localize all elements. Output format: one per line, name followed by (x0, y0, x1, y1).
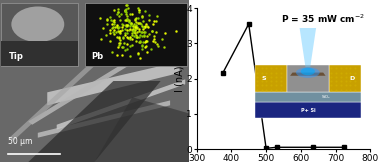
Polygon shape (94, 97, 189, 162)
Text: 50 μm: 50 μm (8, 137, 32, 146)
Polygon shape (38, 100, 170, 138)
Text: P = 35 mW cm$^{-2}$: P = 35 mW cm$^{-2}$ (281, 12, 365, 25)
Text: Pb: Pb (91, 52, 104, 61)
Text: Tip: Tip (8, 52, 23, 61)
Polygon shape (47, 62, 180, 105)
Polygon shape (9, 24, 136, 141)
FancyBboxPatch shape (85, 3, 187, 66)
Polygon shape (28, 81, 161, 162)
Polygon shape (1, 40, 79, 66)
FancyBboxPatch shape (0, 0, 189, 162)
Polygon shape (28, 40, 164, 125)
Polygon shape (57, 79, 185, 130)
FancyBboxPatch shape (1, 3, 79, 66)
Y-axis label: I (nA): I (nA) (175, 65, 184, 92)
Ellipse shape (11, 6, 64, 42)
